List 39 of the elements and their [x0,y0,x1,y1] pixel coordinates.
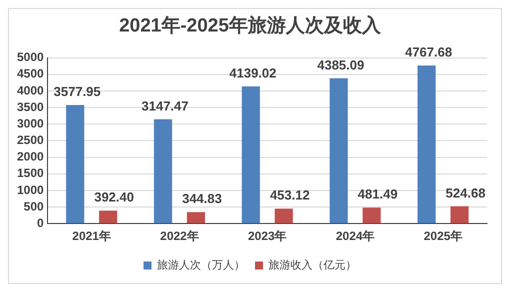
y-tick-label: 5000 [16,50,44,64]
bar [362,208,381,224]
bar [418,66,436,224]
data-label: 4139.02 [229,65,276,80]
data-label: 3577.95 [54,84,101,100]
bar [242,86,260,224]
y-tick-label: 0 [37,216,44,230]
legend-label: 旅游收入（亿元） [268,258,356,272]
y-tick-label: 1500 [16,166,44,180]
bar [154,119,172,224]
x-tick-label: 2022年 [160,229,199,244]
legend-label: 旅游人次（万人） [157,258,245,272]
data-label: 344.83 [182,191,222,206]
bar [274,208,293,224]
y-tick-label: 2000 [16,150,44,164]
x-tick-label: 2023年 [248,229,287,244]
bar [66,104,84,224]
y-tick-label: 4500 [16,66,44,81]
y-tick-label: 3000 [16,116,44,130]
y-tick-label: 1000 [16,182,44,197]
bar [330,78,348,224]
data-label: 4385.09 [317,57,364,72]
bar [186,212,206,224]
x-tick-label: 2024年 [336,229,375,244]
data-label: 3147.47 [142,98,189,114]
data-label: 392.40 [94,190,134,205]
data-label: 4767.68 [405,44,452,60]
chart-title: 2021年-2025年旅游人次及收入 [119,14,382,37]
bar [450,206,469,224]
y-tick-label: 3500 [16,100,44,114]
data-label: 481.49 [358,186,398,202]
x-tick-label: 2021年 [72,229,111,244]
data-label: 453.12 [270,188,310,203]
y-tick-label: 2500 [16,133,44,148]
x-tick-label: 2025年 [424,229,462,244]
y-tick-label: 4000 [16,83,44,98]
y-tick-label: 500 [24,199,44,214]
data-label: 524.68 [446,185,486,200]
bar [99,210,118,224]
